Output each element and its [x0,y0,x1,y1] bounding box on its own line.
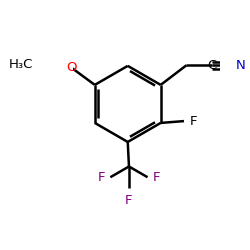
Text: C: C [208,59,217,72]
Text: N: N [236,59,246,72]
Text: F: F [97,171,105,184]
Text: F: F [190,114,197,128]
Text: F: F [153,171,160,184]
Text: H₃C: H₃C [9,58,34,71]
Text: F: F [125,194,133,207]
Text: O: O [66,61,77,74]
